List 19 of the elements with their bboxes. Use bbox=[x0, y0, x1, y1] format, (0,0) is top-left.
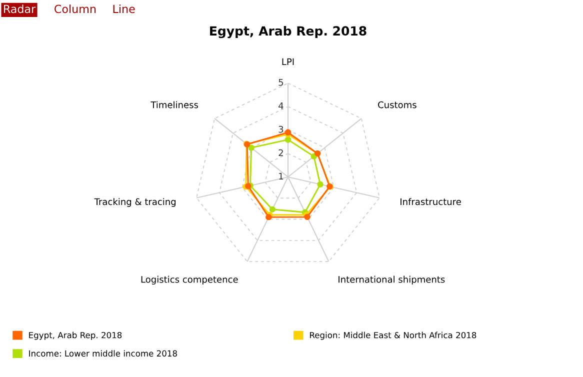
spoke-label: Infrastructure bbox=[400, 198, 461, 206]
text: Radar bbox=[4, 4, 36, 14]
chart-title: Egypt, Arab Rep. 2018 bbox=[210, 26, 366, 38]
text: Line bbox=[113, 4, 135, 14]
y-tick-label: 3 bbox=[278, 126, 284, 133]
spoke-label: Customs bbox=[378, 101, 416, 108]
text: Column bbox=[54, 4, 96, 14]
y-tick-label: 4 bbox=[278, 102, 284, 110]
legend-label: Egypt, Arab Rep. 2018 bbox=[29, 332, 122, 340]
legend-label: Region: Middle East & North Africa 2018 bbox=[310, 332, 476, 340]
spoke-label: International shipments bbox=[338, 276, 445, 285]
y-tick-label: 2 bbox=[278, 149, 283, 156]
spoke-label: Tracking & tracing bbox=[94, 198, 176, 207]
spoke-label: LPI bbox=[282, 58, 294, 65]
spoke-label: Logistics competence bbox=[141, 276, 238, 285]
y-tick-label: 1 bbox=[279, 172, 283, 180]
y-tick-label: 5 bbox=[278, 79, 284, 86]
legend-label: Income: Lower middle income 2018 bbox=[29, 350, 177, 357]
spoke-label: Timeliness bbox=[150, 101, 198, 108]
